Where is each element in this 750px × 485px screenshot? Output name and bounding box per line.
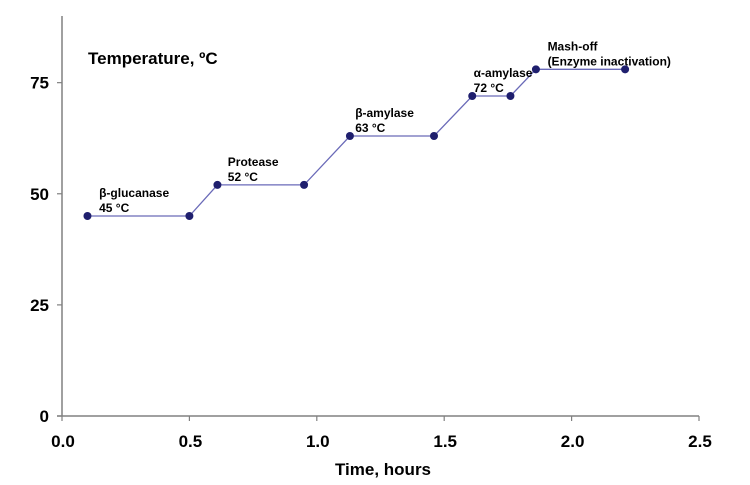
x-tick-label: 2.5 (688, 432, 712, 451)
data-point (621, 65, 630, 74)
x-ticks: 0.0 0.5 1.0 1.5 2.0 2.5 (51, 416, 712, 451)
stage-annotation: β-glucanase (99, 186, 169, 200)
series (83, 65, 630, 220)
data-point (531, 65, 540, 74)
data-point (468, 92, 477, 100)
y-tick-label: 25 (30, 296, 49, 315)
series-line (87, 68, 626, 217)
stage-annotation: Mash-off (548, 39, 599, 53)
data-point (213, 180, 222, 189)
stage-annotation-detail: (Enzyme inactivation) (548, 54, 671, 68)
y-tick-label: 75 (30, 74, 49, 93)
x-tick-label: 0.5 (179, 432, 203, 451)
x-tick-label: 1.0 (306, 432, 330, 451)
x-tick-label: 0.0 (51, 432, 75, 451)
data-point (185, 212, 194, 220)
y-tick-label: 50 (30, 185, 49, 204)
y-tick-label: 0 (40, 407, 49, 426)
x-axis-title: Time, hours (335, 460, 431, 479)
stage-annotation-detail: 45 °C (99, 201, 129, 215)
data-point (300, 180, 309, 189)
data-point (506, 92, 515, 100)
data-point (345, 132, 354, 140)
x-tick-label: 1.5 (433, 432, 457, 451)
stage-annotation: Protease (228, 155, 279, 169)
x-tick-label: 2.0 (561, 432, 585, 451)
stage-annotation-detail: 63 °C (355, 121, 385, 135)
stage-annotation: β-amylase (355, 106, 414, 120)
data-point (83, 212, 92, 220)
stage-annotation-detail: 72 °C (474, 81, 504, 95)
data-point (430, 132, 439, 140)
stage-annotation-detail: 52 °C (228, 170, 258, 184)
y-ticks: 0 25 50 75 (30, 74, 62, 426)
stage-annotation: α-amylase (474, 66, 533, 80)
y-axis-title: Temperature, ºC (88, 49, 218, 68)
